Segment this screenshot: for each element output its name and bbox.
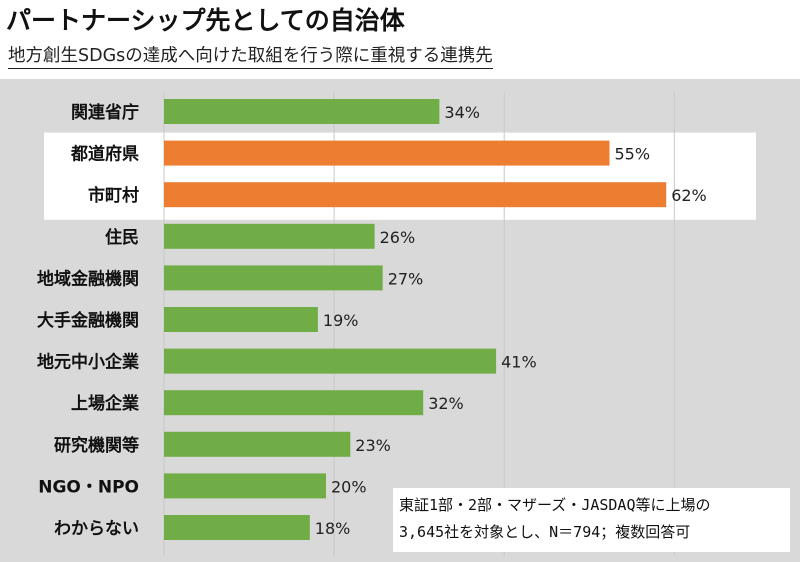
value-label-7: 32% xyxy=(428,394,464,413)
bar-4 xyxy=(164,265,383,291)
chart-title: パートナーシップ先としての自治体 xyxy=(6,6,405,35)
bar-9 xyxy=(164,473,326,499)
category-label-1: 都道府県 xyxy=(70,144,139,165)
bar-10 xyxy=(164,515,310,540)
survey-note: 東証1部・2部・マザーズ・JASDAQ等に上場の 3,645社を対象とし、N＝7… xyxy=(393,488,790,552)
category-label-2: 市町村 xyxy=(88,185,139,206)
category-label-9: NGO・NPO xyxy=(38,477,139,497)
category-label-4: 地域金融機関 xyxy=(37,268,139,289)
value-label-5: 19% xyxy=(323,311,359,330)
chart-subtitle: 地方創生SDGsの達成へ向けた取組を行う際に重視する連携先 xyxy=(8,44,493,69)
category-label-8: 研究機関等 xyxy=(54,435,139,456)
category-label-6: 地元中小企業 xyxy=(37,352,139,373)
bar-7 xyxy=(164,390,424,416)
value-label-6: 41% xyxy=(501,353,537,372)
value-label-9: 20% xyxy=(331,477,367,496)
survey-note-line-2: 3,645社を対象とし、N＝794；複数回答可 xyxy=(399,523,691,541)
category-label-0: 関連省庁 xyxy=(71,102,139,123)
category-label-3: 住民 xyxy=(105,227,139,248)
survey-note-line-1: 東証1部・2部・マザーズ・JASDAQ等に上場の xyxy=(399,496,711,514)
category-label-10: わからない xyxy=(54,519,139,539)
value-label-4: 27% xyxy=(388,269,424,288)
category-label-7: 上場企業 xyxy=(71,393,139,414)
value-label-2: 62% xyxy=(671,186,707,205)
value-label-10: 18% xyxy=(315,519,351,538)
bar-8 xyxy=(164,431,351,457)
value-label-0: 34% xyxy=(444,103,480,122)
bar-3 xyxy=(164,223,375,249)
value-label-8: 23% xyxy=(355,436,391,455)
value-label-1: 55% xyxy=(615,145,651,164)
bar-2 xyxy=(164,182,667,208)
bar-6 xyxy=(164,348,497,374)
bar-1 xyxy=(164,140,610,166)
bar-0 xyxy=(164,99,440,124)
value-label-3: 26% xyxy=(380,228,416,247)
category-label-5: 大手金融機関 xyxy=(37,310,139,331)
bar-5 xyxy=(164,307,318,332)
